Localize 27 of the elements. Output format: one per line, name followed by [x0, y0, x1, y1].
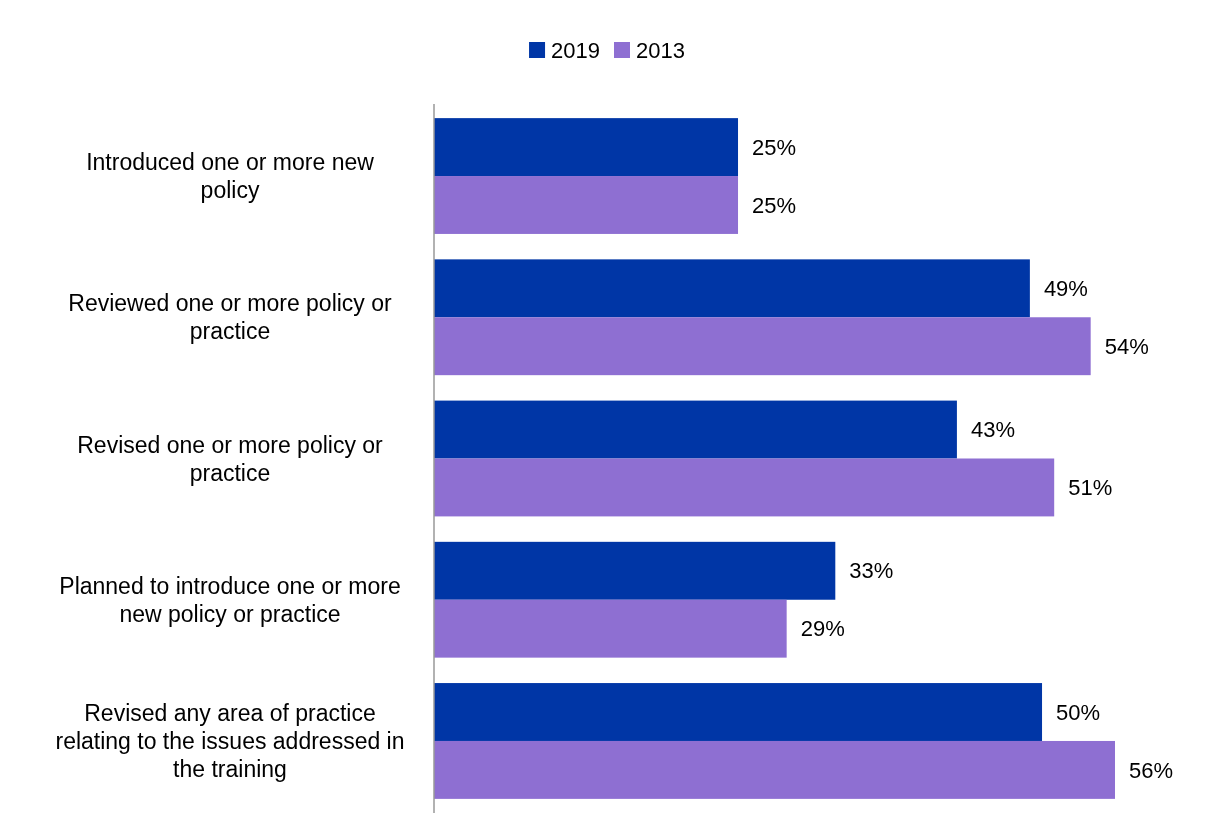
bar — [434, 317, 1091, 376]
bar — [434, 118, 739, 177]
data-label: 25% — [752, 192, 797, 218]
bar — [434, 458, 1055, 517]
y-tick-label: Revised any area of practice relating to the issues addressed in the training — [55, 700, 405, 783]
data-label: 33% — [849, 558, 894, 584]
data-label: 25% — [752, 134, 797, 160]
bar — [434, 176, 739, 234]
data-label: 43% — [970, 417, 1015, 443]
bar — [434, 599, 787, 658]
y-tick-label: Revised one or more policy or practice — [77, 431, 384, 486]
bar — [434, 400, 957, 459]
data-label: 56% — [1129, 757, 1174, 783]
data-label: 54% — [1104, 333, 1149, 359]
data-label: 49% — [1043, 276, 1088, 302]
bar — [434, 259, 1030, 318]
data-label: 51% — [1068, 475, 1113, 501]
bar — [434, 740, 1115, 799]
data-label: 50% — [1056, 699, 1101, 725]
data-label: 29% — [800, 616, 845, 642]
legend-label: 2019 — [551, 37, 600, 63]
bar — [434, 541, 836, 600]
bar — [434, 683, 1043, 741]
y-tick-label: Introduced one or more new policy — [86, 149, 375, 204]
y-tick-label: Planned to introduce one or more new policy or practice — [59, 572, 401, 627]
legend-label: 2013 — [636, 37, 685, 63]
y-tick-label: Reviewed one or more policy or practice — [68, 290, 393, 345]
